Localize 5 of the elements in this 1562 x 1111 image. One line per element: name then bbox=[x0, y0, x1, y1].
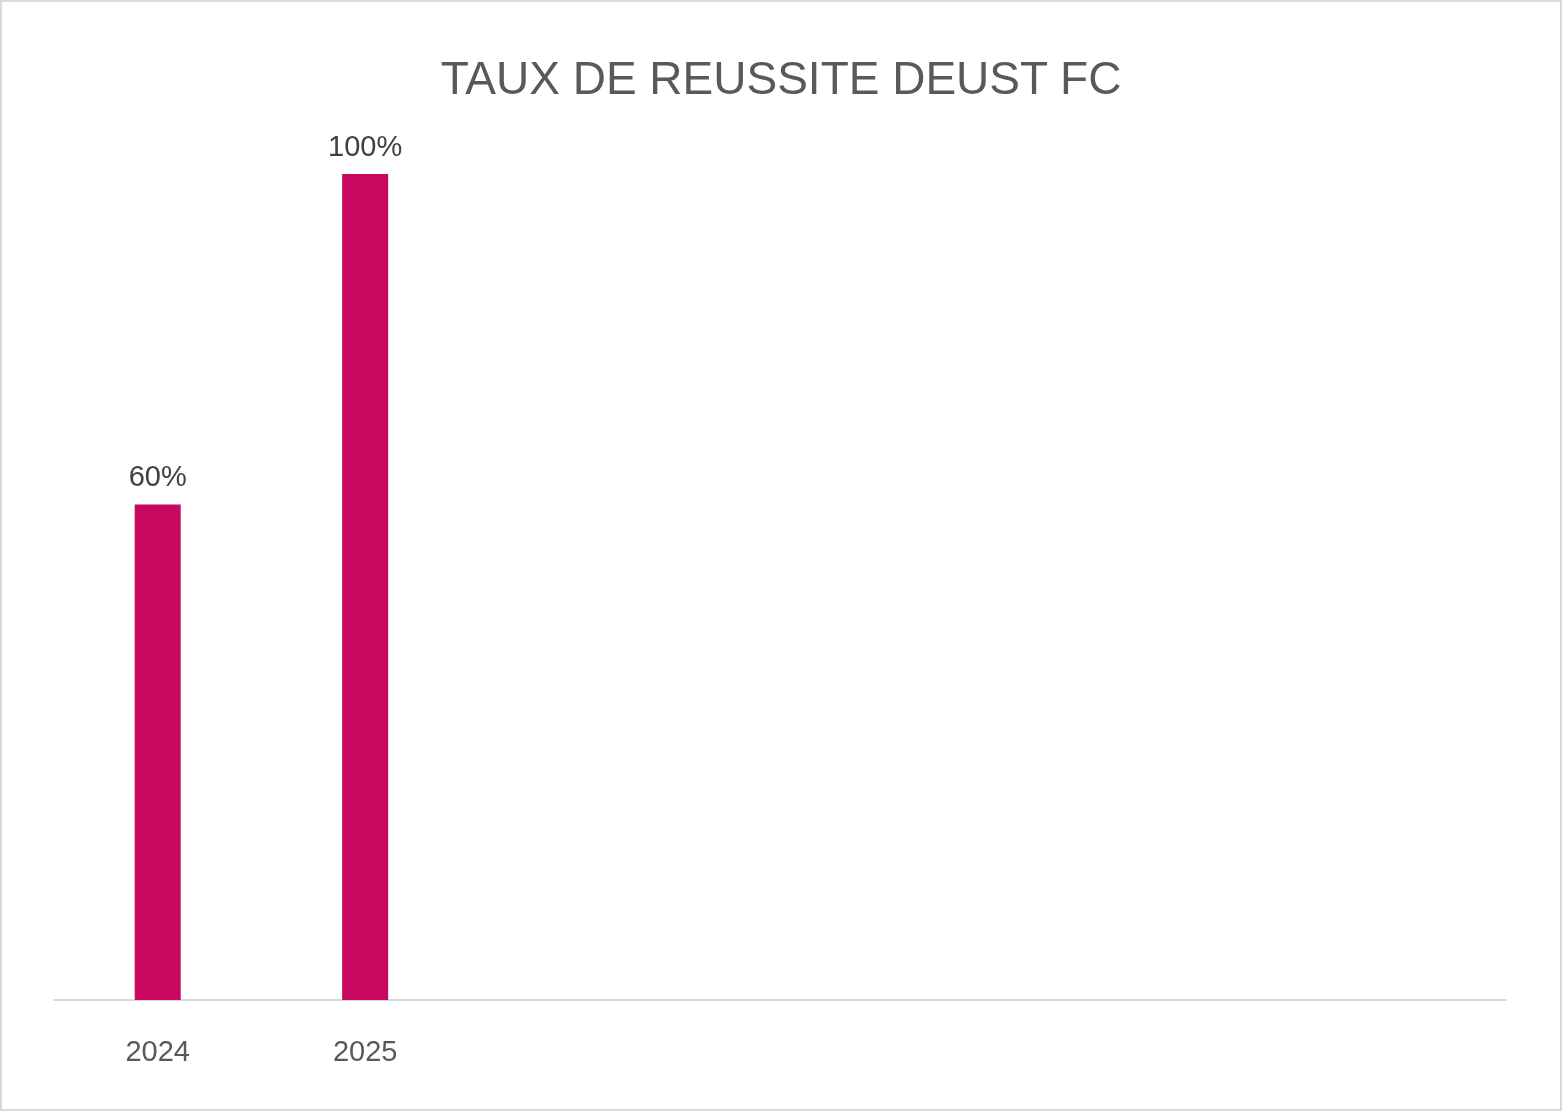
data-label: 100% bbox=[328, 129, 403, 162]
x-tick-label: 2025 bbox=[332, 1034, 398, 1067]
x-tick-label: 2024 bbox=[125, 1034, 190, 1067]
data-label: 60% bbox=[128, 459, 187, 492]
chart-title: TAUX DE REUSSITE DEUST FC bbox=[440, 52, 1122, 104]
